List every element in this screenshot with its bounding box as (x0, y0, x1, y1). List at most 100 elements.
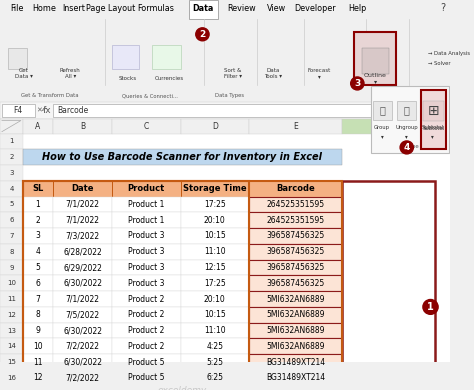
Text: → Data Analysis: → Data Analysis (428, 51, 470, 56)
Text: 4: 4 (36, 247, 40, 256)
Text: 396587456325: 396587456325 (266, 263, 325, 272)
Text: 20:10: 20:10 (204, 294, 226, 303)
Text: Product 2: Product 2 (128, 310, 164, 319)
Bar (112, 119, 181, 133)
Text: 7/2/2022: 7/2/2022 (66, 373, 100, 382)
Text: 7/3/2022: 7/3/2022 (65, 232, 100, 241)
Bar (181, 370, 249, 386)
Text: 396587456325: 396587456325 (266, 279, 325, 288)
Text: 6/30/2022: 6/30/2022 (63, 358, 102, 367)
Bar (355, 32, 396, 85)
Text: 264525351595: 264525351595 (266, 200, 325, 209)
Text: File: File (10, 4, 24, 13)
Text: 12:15: 12:15 (204, 263, 226, 272)
Text: Data
Tools ▾: Data Tools ▾ (264, 68, 282, 79)
Bar (23, 212, 53, 228)
Bar (23, 260, 53, 275)
Bar (181, 339, 249, 354)
Bar (0, 165, 23, 181)
Text: Date: Date (72, 184, 94, 193)
Bar (0, 370, 23, 386)
Bar (112, 307, 181, 323)
Bar (23, 291, 53, 307)
Text: Stocks: Stocks (118, 76, 137, 82)
Text: ▾: ▾ (381, 134, 383, 139)
Bar (0, 0, 450, 102)
Bar (53, 260, 112, 275)
Bar (2, 104, 35, 117)
Bar (5, 34, 43, 85)
Bar (249, 275, 342, 291)
Text: ⧉: ⧉ (379, 105, 385, 115)
Bar (23, 354, 53, 370)
Text: 6: 6 (9, 217, 14, 223)
Bar (0, 212, 23, 228)
Text: BG31489XT214: BG31489XT214 (266, 373, 325, 382)
Text: Get
Data ▾: Get Data ▾ (15, 68, 33, 79)
Text: Product 5: Product 5 (128, 358, 164, 367)
Bar (53, 275, 112, 291)
Bar (249, 354, 342, 370)
Bar (23, 181, 249, 386)
Text: 4:25: 4:25 (206, 342, 223, 351)
Bar (249, 291, 342, 307)
Text: 20:10: 20:10 (204, 216, 226, 225)
Bar (371, 86, 448, 153)
Text: Product 1: Product 1 (128, 216, 164, 225)
Text: 15: 15 (7, 359, 16, 365)
Text: 7/2/2022: 7/2/2022 (66, 342, 100, 351)
Text: Insert: Insert (63, 4, 86, 13)
Text: 2: 2 (199, 30, 206, 39)
Bar (0, 133, 23, 149)
Bar (0, 133, 450, 362)
Bar (249, 212, 342, 228)
Text: ⊞: ⊞ (428, 104, 439, 118)
Bar (373, 101, 392, 120)
Text: ▾: ▾ (431, 134, 434, 139)
Text: 264525351595: 264525351595 (266, 216, 325, 225)
Bar (0, 323, 23, 339)
Text: Product 3: Product 3 (128, 279, 164, 288)
Text: 1: 1 (9, 138, 14, 144)
Bar (109, 37, 146, 82)
Text: 10: 10 (33, 342, 43, 351)
Text: 5: 5 (36, 263, 40, 272)
Bar (53, 370, 112, 386)
Text: Data: Data (193, 4, 214, 13)
Text: Product 3: Product 3 (128, 232, 164, 241)
Text: Queries & Connecti...: Queries & Connecti... (122, 93, 178, 98)
Text: 3: 3 (354, 79, 360, 88)
Bar (0, 339, 23, 354)
Text: BG31489XT214: BG31489XT214 (266, 358, 325, 367)
Text: 6: 6 (36, 279, 40, 288)
Text: Product: Product (128, 184, 165, 193)
Circle shape (351, 77, 364, 90)
Bar (423, 101, 442, 120)
Text: 10: 10 (7, 280, 16, 286)
Text: ✕: ✕ (36, 107, 42, 113)
Bar (53, 244, 112, 260)
Bar (181, 119, 249, 133)
Text: 12: 12 (33, 373, 43, 382)
Bar (23, 339, 53, 354)
Text: Developer: Developer (295, 4, 337, 13)
Text: Outline
▾: Outline ▾ (364, 73, 387, 84)
Text: B: B (80, 122, 85, 131)
Bar (0, 119, 450, 133)
Bar (181, 212, 249, 228)
Text: 17:25: 17:25 (204, 200, 226, 209)
Bar (53, 291, 112, 307)
Text: 14: 14 (7, 343, 16, 349)
Text: Product 1: Product 1 (128, 200, 164, 209)
Bar (23, 275, 53, 291)
Text: 2: 2 (9, 154, 14, 160)
Text: Get & Transform Data: Get & Transform Data (21, 93, 78, 98)
Bar (249, 181, 342, 197)
Text: Barcode: Barcode (276, 184, 315, 193)
Text: Subtotal: Subtotal (421, 126, 444, 131)
Bar (53, 323, 112, 339)
Bar (189, 0, 218, 19)
Bar (8, 48, 27, 69)
Bar (53, 354, 112, 370)
Bar (53, 307, 112, 323)
